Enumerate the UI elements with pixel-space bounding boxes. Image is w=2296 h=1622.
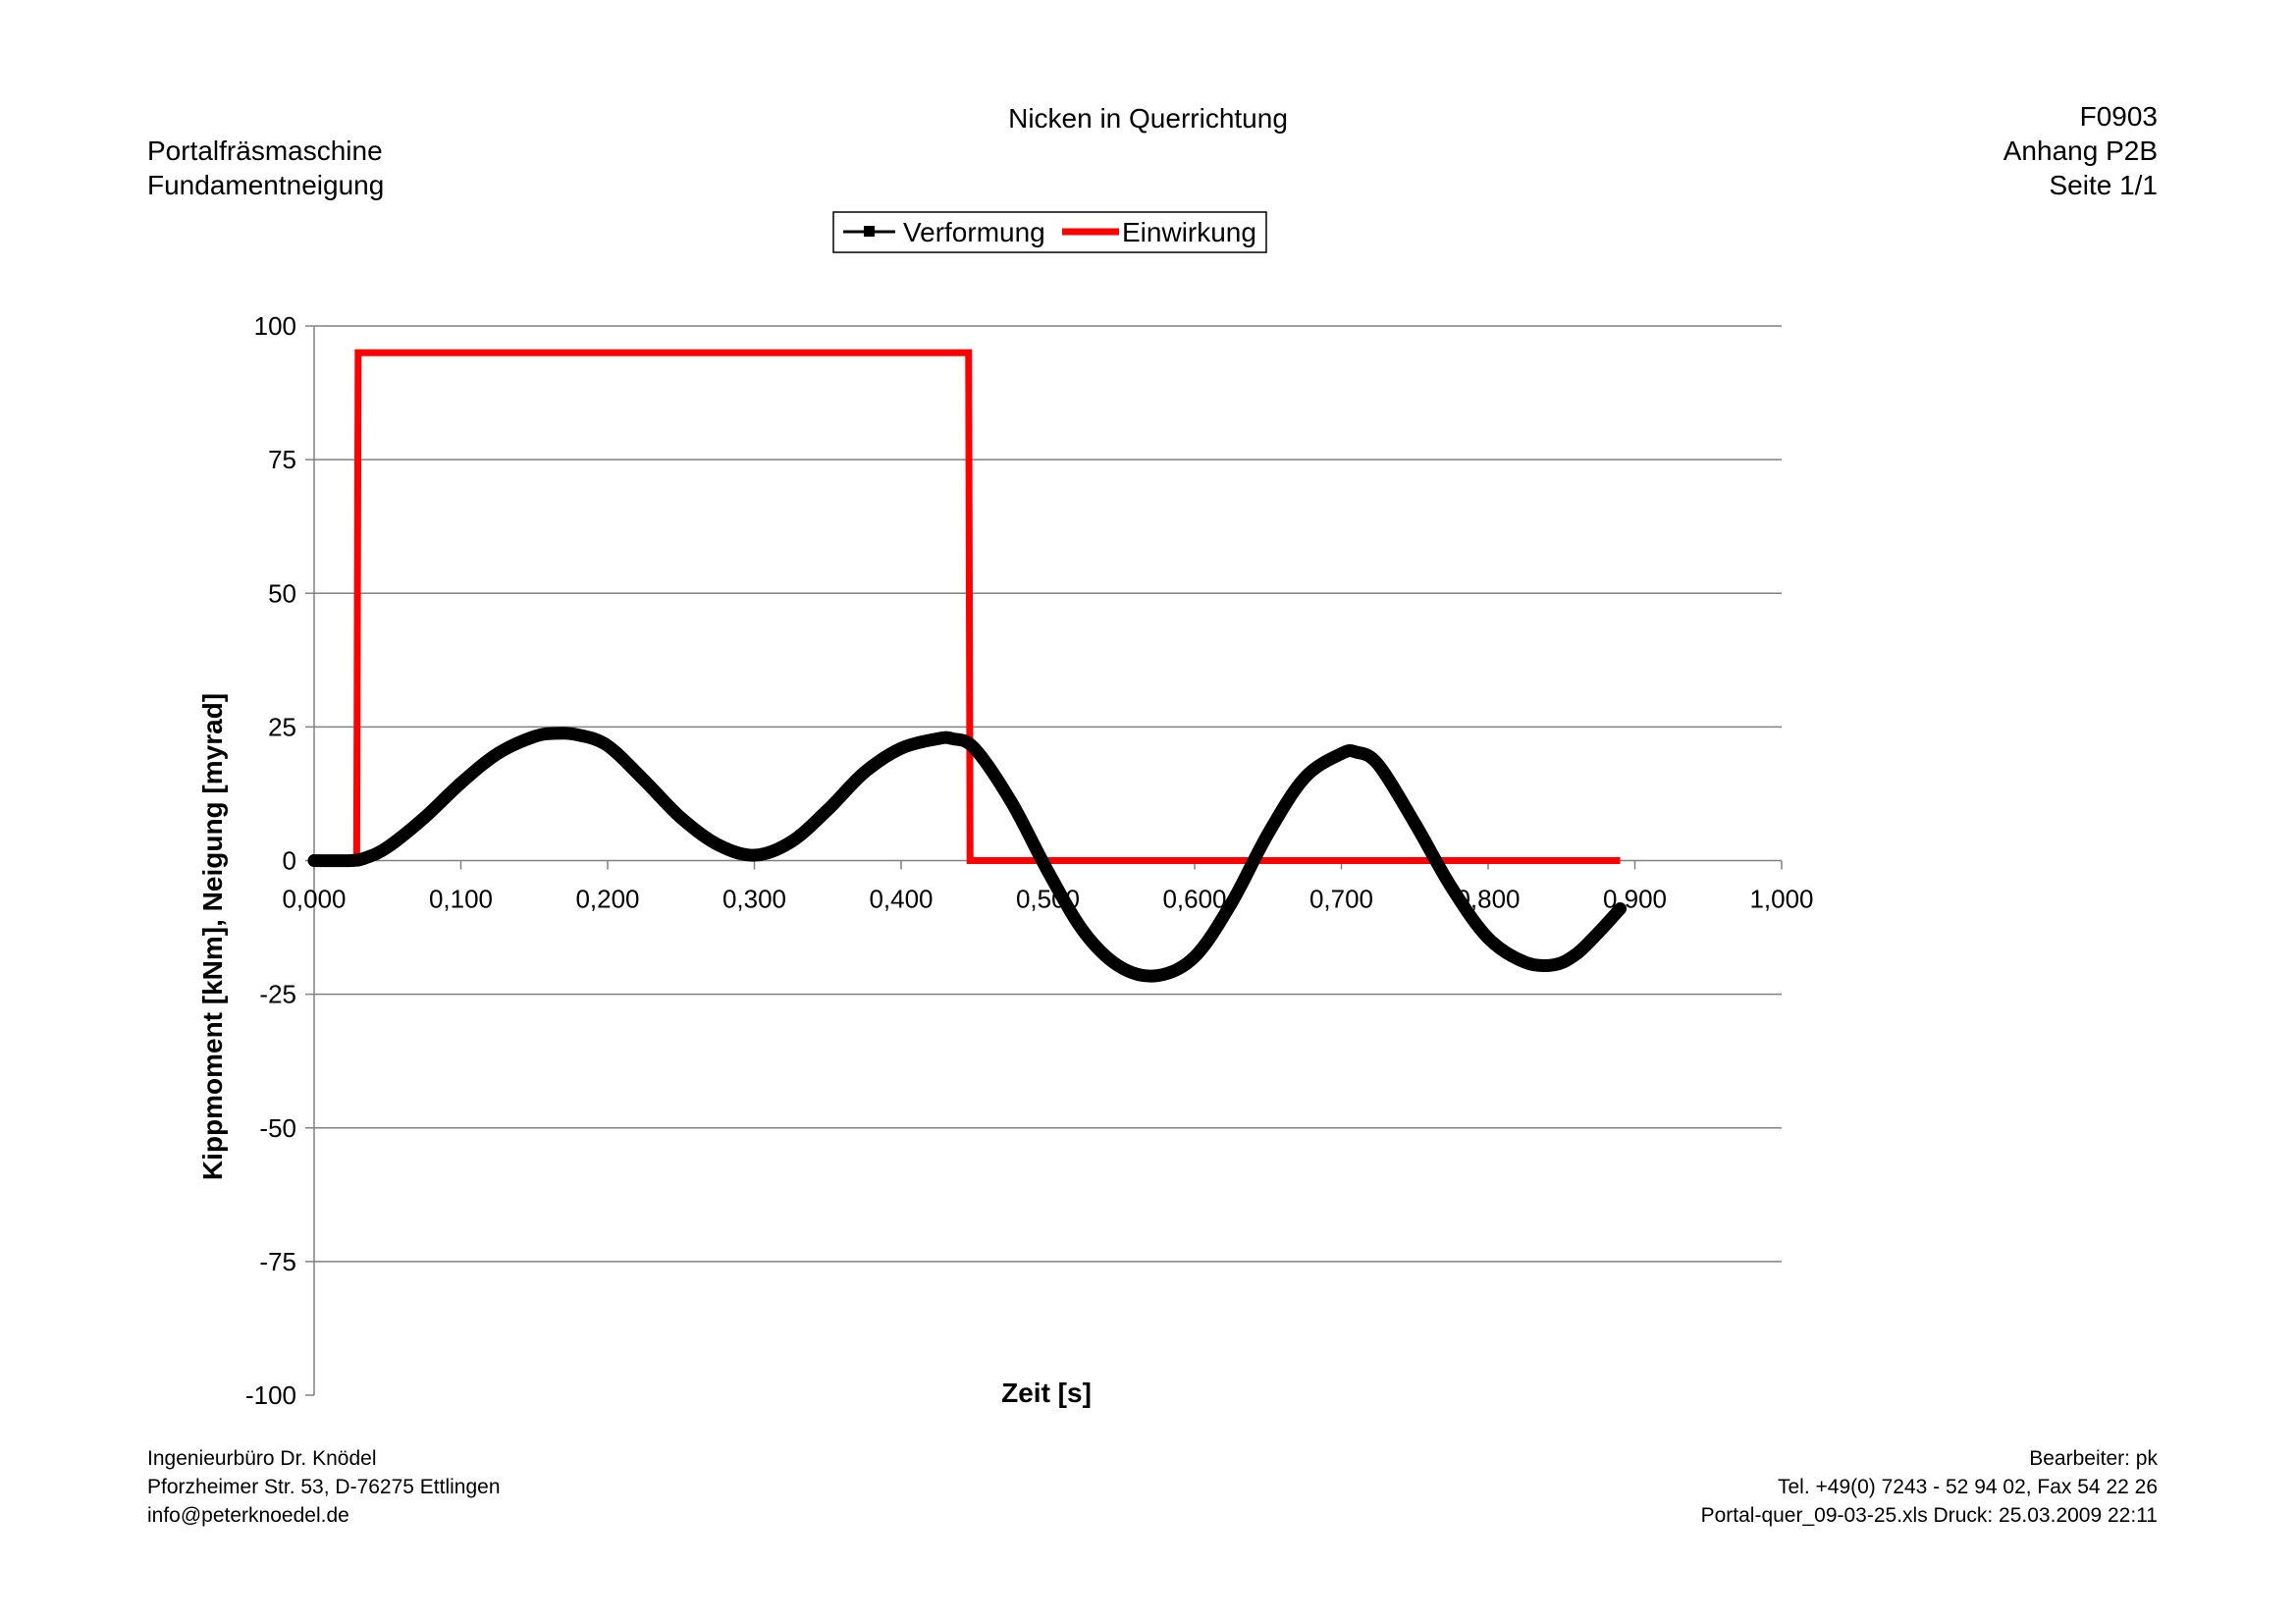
y-tick-label: 75 bbox=[268, 445, 296, 474]
page-number: Seite 1/1 bbox=[2049, 170, 2158, 200]
document-subtitle: Portalfräsmaschine Fundamentneigung bbox=[147, 134, 384, 202]
company-name: Ingenieurbüro Dr. Knödel bbox=[147, 1447, 377, 1470]
editor-label: Bearbeiter: pk bbox=[2029, 1447, 2158, 1470]
appendix-label: Anhang P2B bbox=[2002, 135, 2158, 166]
y-tick-label: 50 bbox=[268, 578, 296, 608]
company-address: Pforzheimer Str. 53, D-76275 Ettlingen bbox=[147, 1476, 501, 1498]
grid-lines bbox=[314, 325, 1782, 1263]
x-tick-label: 0,200 bbox=[575, 885, 639, 914]
y-tick-label: -25 bbox=[259, 980, 296, 1009]
legend: Verformung Einwirkung bbox=[832, 211, 1267, 253]
project-number: F0903 bbox=[2079, 101, 2158, 132]
y-axis-title: Kippmoment [kNm], Neigung [myrad] bbox=[197, 693, 228, 1180]
x-tick-label: 1,000 bbox=[1749, 885, 1813, 914]
series-verformung-line bbox=[307, 727, 1628, 983]
document-reference: F0903 Anhang P2B Seite 1/1 bbox=[2003, 99, 2158, 202]
y-tick-labels: 100 75 50 25 0 -25 -50 -75 -100 bbox=[245, 311, 296, 1410]
x-tick-label: 0,700 bbox=[1309, 885, 1373, 914]
y-tick-label: -100 bbox=[245, 1380, 296, 1410]
y-tick-label: 25 bbox=[268, 712, 296, 741]
legend-einwirkung-label: Einwirkung bbox=[1122, 217, 1256, 247]
x-axis-title: Zeit [s] bbox=[1001, 1378, 1092, 1408]
company-email: info@peterknoedel.de bbox=[147, 1504, 349, 1527]
chart-title: Nicken in Querrichtung bbox=[1008, 103, 1288, 134]
x-tick-labels: 0,000 0,100 0,200 0,300 0,400 0,500 0,600 0,700… bbox=[282, 885, 1813, 914]
x-tick-label: 0,100 bbox=[429, 885, 493, 914]
company-info: Ingenieurbüro Dr. Knödel Pforzheimer Str… bbox=[147, 1444, 501, 1530]
topic-name: Fundamentneigung bbox=[147, 170, 385, 200]
series-einwirkung-line bbox=[314, 349, 1621, 864]
x-tick-label: 0,600 bbox=[1162, 885, 1226, 914]
y-tick-label: -75 bbox=[259, 1247, 296, 1276]
legend-box bbox=[832, 211, 1267, 253]
x-tick-label: 0,300 bbox=[722, 885, 786, 914]
file-print-info: Portal-quer_09-03-25.xls Druck: 25.03.20… bbox=[1700, 1504, 2158, 1527]
y-tick-label: 100 bbox=[254, 311, 296, 341]
machine-name: Portalfräsmaschine bbox=[147, 135, 383, 166]
contact-phone: Tel. +49(0) 7243 - 52 94 02, Fax 54 22 2… bbox=[1777, 1476, 2158, 1498]
legend-verformung-marker bbox=[864, 226, 875, 237]
legend-verformung-label: Verformung bbox=[903, 217, 1045, 247]
series-layer bbox=[307, 349, 1628, 983]
y-tick-label: -50 bbox=[259, 1113, 296, 1143]
print-info: Bearbeiter: pk Tel. +49(0) 7243 - 52 94 … bbox=[1701, 1444, 2158, 1530]
y-tick-label: 0 bbox=[283, 846, 296, 876]
x-tick-label: 0,400 bbox=[869, 885, 933, 914]
x-tick-label: 0,000 bbox=[282, 885, 346, 914]
